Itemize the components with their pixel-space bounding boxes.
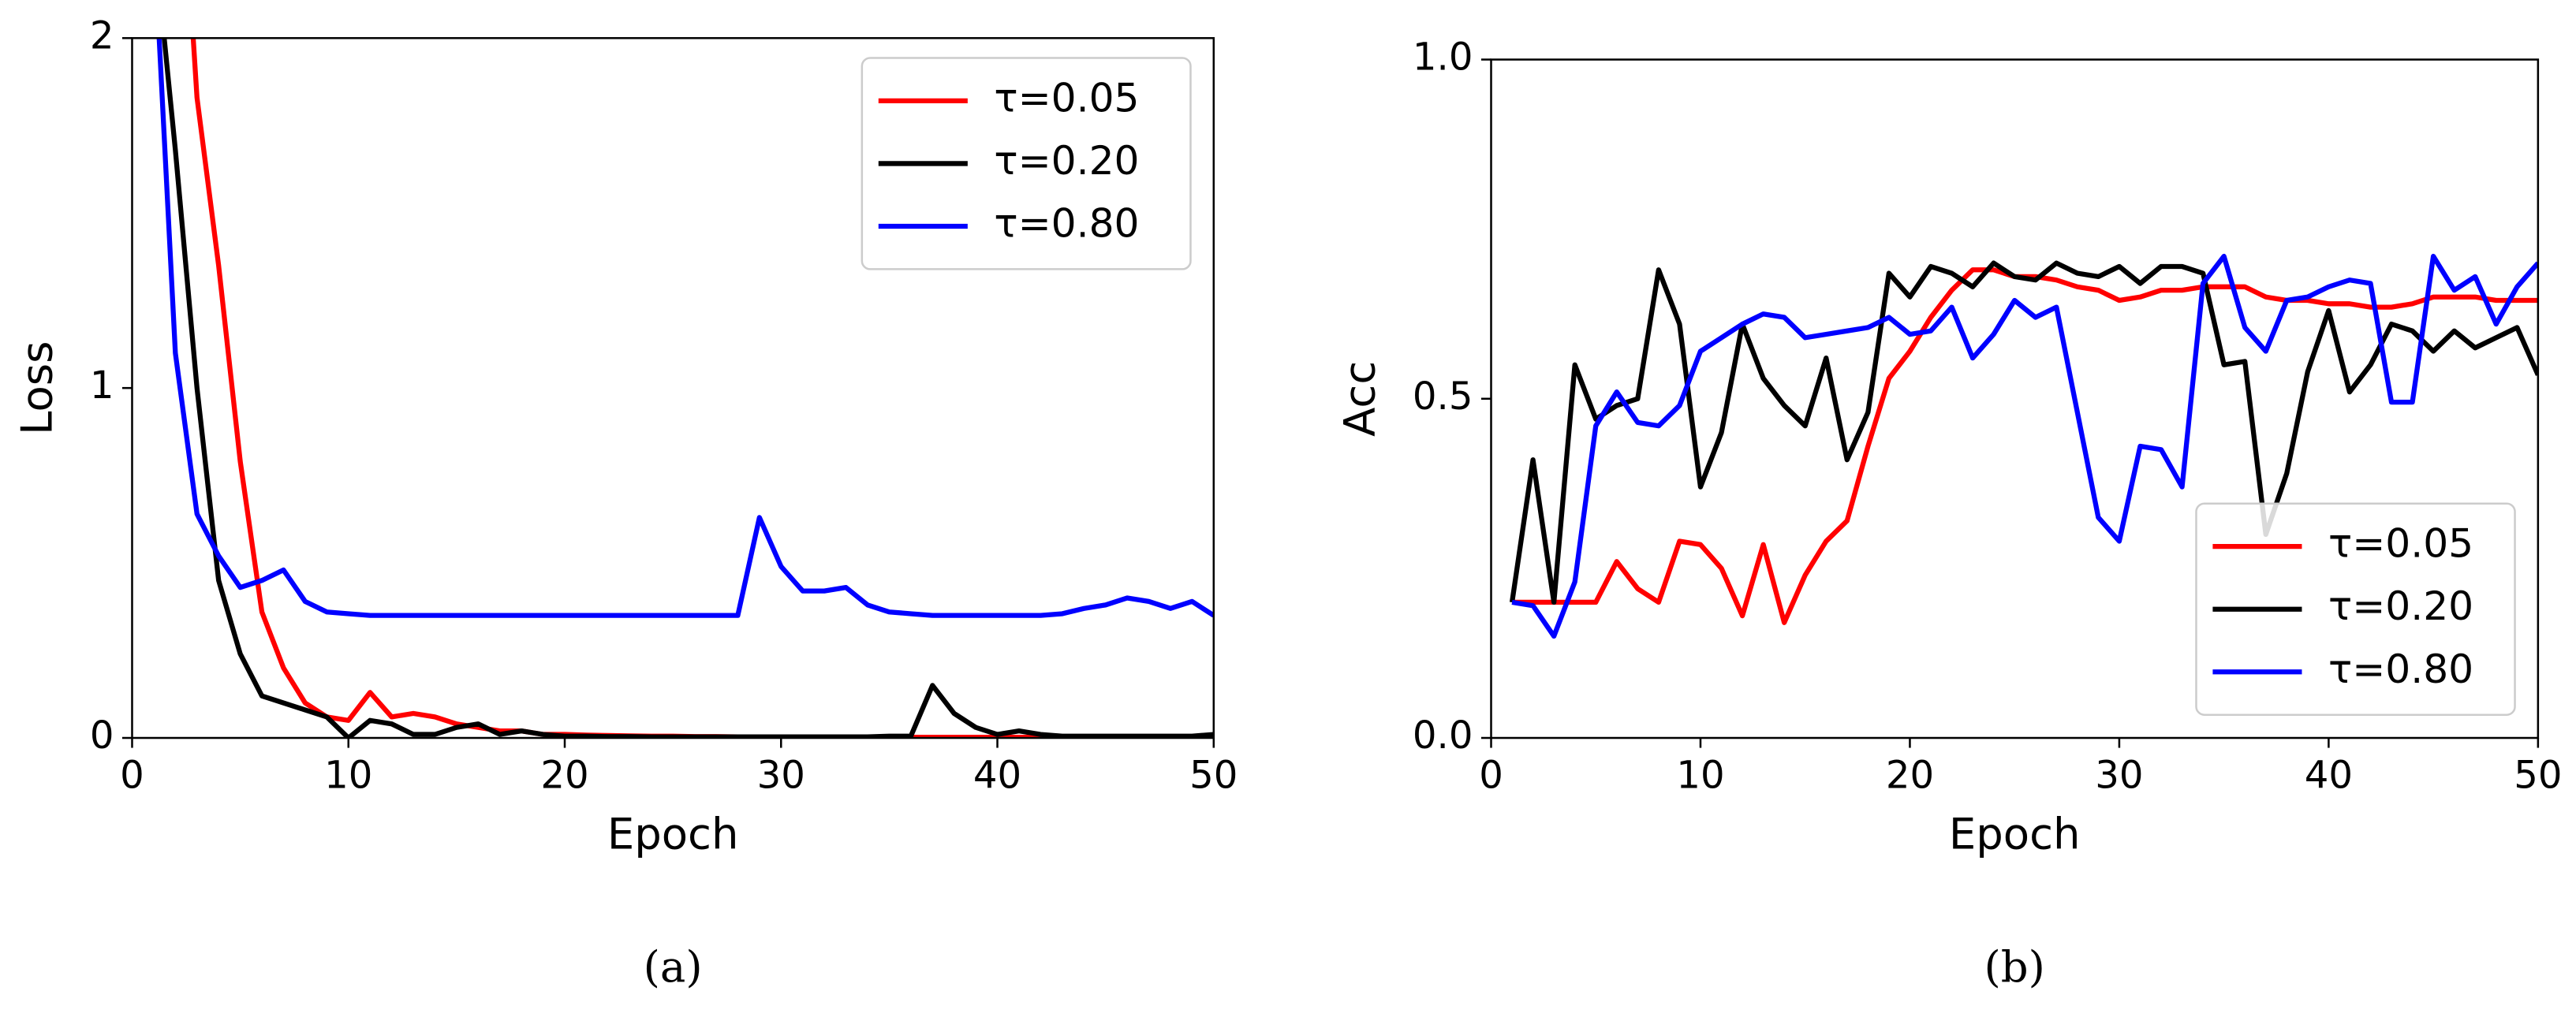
- legend: τ=0.05 τ=0.20 τ=0.80: [861, 57, 1192, 270]
- legend-label: τ=0.80: [994, 199, 1139, 246]
- x-tick-label: 20: [540, 753, 588, 797]
- legend-label: τ=0.05: [2328, 520, 2473, 567]
- legend: τ=0.05 τ=0.20 τ=0.80: [2195, 502, 2516, 716]
- legend-label: τ=0.05: [994, 74, 1139, 121]
- x-tick-label: 30: [757, 753, 805, 797]
- caption: (b): [1984, 941, 2045, 992]
- x-tick-label: 10: [324, 753, 372, 797]
- y-tick-label: 1: [90, 363, 114, 408]
- plot-frame: [1490, 58, 2540, 739]
- legend-label: τ=0.80: [2328, 646, 2473, 692]
- y-tick-label: 2: [90, 13, 114, 58]
- legend-frame: [2195, 502, 2516, 716]
- plot-frame: [131, 37, 1215, 739]
- data-line: [1509, 260, 2538, 605]
- x-tick-label: 40: [973, 753, 1021, 797]
- y-axis-label: Acc: [1334, 361, 1384, 437]
- x-tick-label: 0: [1479, 753, 1503, 797]
- y-tick-label: 0.5: [1413, 374, 1473, 419]
- legend-label: τ=0.20: [2328, 583, 2473, 629]
- x-axis-label: Epoch: [1949, 809, 2081, 859]
- y-tick-label: 0: [90, 713, 114, 758]
- x-tick-label: 0: [120, 753, 144, 797]
- x-tick-label: 10: [1676, 753, 1724, 797]
- y-tick-label: 0.0: [1413, 713, 1473, 758]
- y-tick-label: 1.0: [1413, 35, 1473, 80]
- x-tick-label: 30: [2095, 753, 2143, 797]
- x-tick-label: 40: [2305, 753, 2353, 797]
- data-line: [156, 38, 1214, 618]
- legend-frame: [861, 57, 1192, 270]
- x-tick-label: 50: [1189, 753, 1238, 797]
- data-line: [162, 38, 1214, 739]
- y-axis-label: Loss: [11, 341, 62, 434]
- x-tick-label: 50: [2514, 753, 2562, 797]
- data-line: [1511, 253, 2538, 639]
- caption: (a): [644, 941, 703, 992]
- x-axis-label: Epoch: [607, 809, 739, 859]
- legend-label: τ=0.20: [994, 137, 1139, 184]
- x-tick-label: 20: [1886, 753, 1934, 797]
